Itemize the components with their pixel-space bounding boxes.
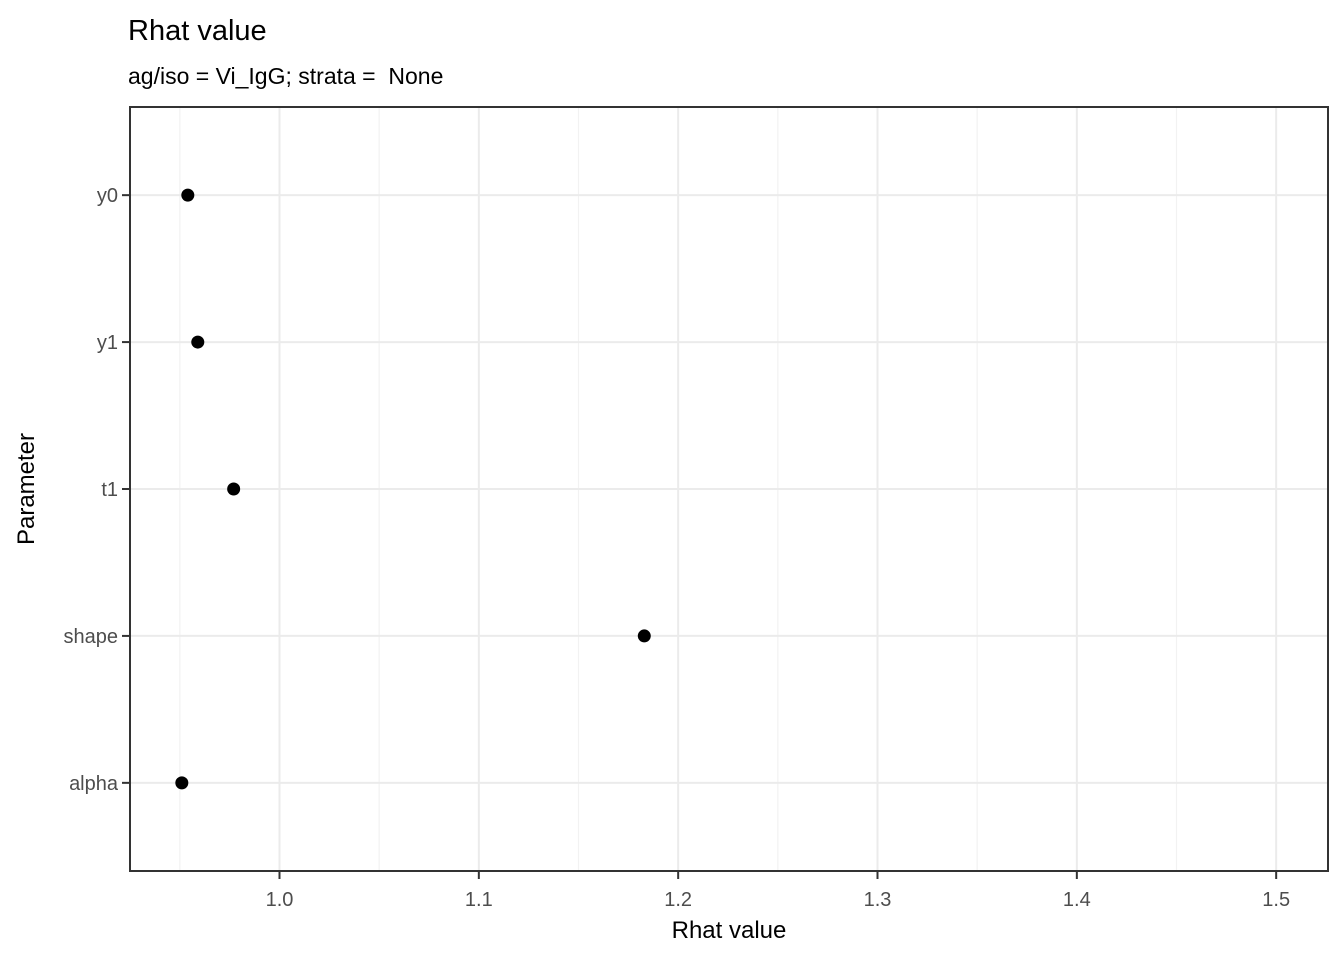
- x-tick-label: 1.0: [266, 889, 294, 911]
- y-tick-label: y0: [97, 185, 118, 207]
- x-tick-label: 1.1: [465, 889, 493, 911]
- point-t1: [227, 482, 241, 496]
- axis-tick-labels: 1.0 1.1 1.2 1.3 1.4 1.5 y0 y1 t1 shape alpha: [64, 185, 1291, 911]
- plot-subtitle: ag/iso = Vi_IgG; strata = None: [128, 63, 443, 89]
- x-tick-label: 1.5: [1262, 889, 1290, 911]
- point-y1: [191, 335, 205, 349]
- plot-title: Rhat value: [128, 15, 267, 47]
- point-alpha: [175, 776, 189, 790]
- x-tick-label: 1.4: [1063, 889, 1091, 911]
- axis-ticks: [122, 194, 1278, 879]
- x-tick-label: 1.2: [664, 889, 692, 911]
- y-tick-label: y1: [97, 332, 118, 354]
- point-shape: [637, 629, 651, 643]
- y-tick-label: shape: [64, 626, 119, 648]
- y-axis-title: Parameter: [13, 433, 40, 545]
- x-axis-title: Rhat value: [672, 917, 787, 944]
- x-tick-label: 1.3: [864, 889, 892, 911]
- y-tick-label: alpha: [69, 773, 119, 795]
- gridlines: [130, 107, 1328, 871]
- data-points: [175, 188, 651, 790]
- y-tick-label: t1: [101, 479, 118, 501]
- point-y0: [181, 188, 195, 202]
